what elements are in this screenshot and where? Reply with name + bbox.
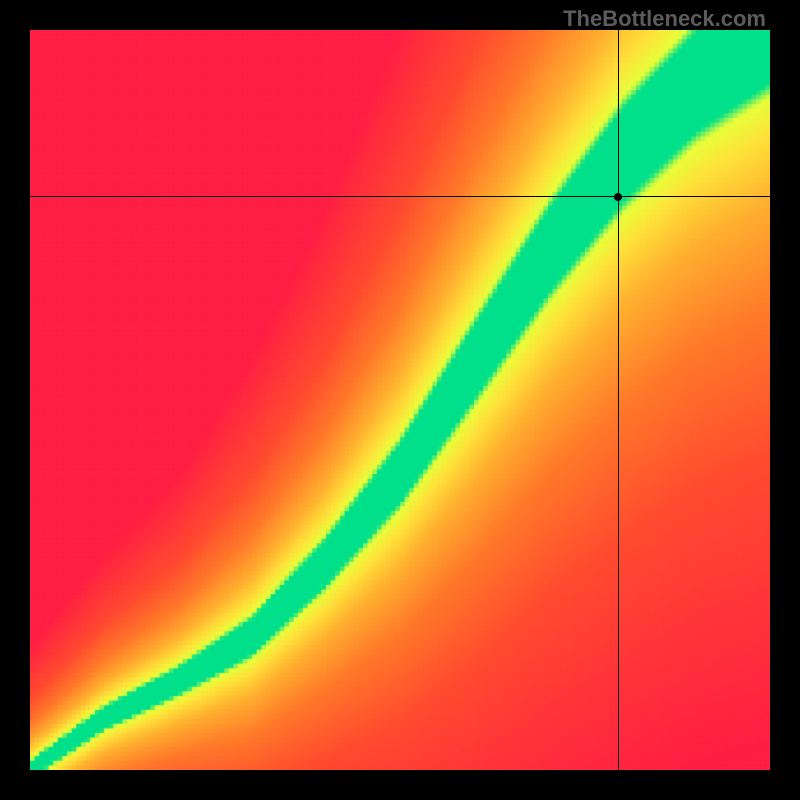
crosshair-vertical: [618, 30, 619, 770]
bottleneck-heatmap: [30, 30, 770, 770]
watermark-text: TheBottleneck.com: [563, 6, 766, 32]
crosshair-horizontal: [30, 196, 770, 197]
crosshair-marker-dot: [614, 193, 622, 201]
